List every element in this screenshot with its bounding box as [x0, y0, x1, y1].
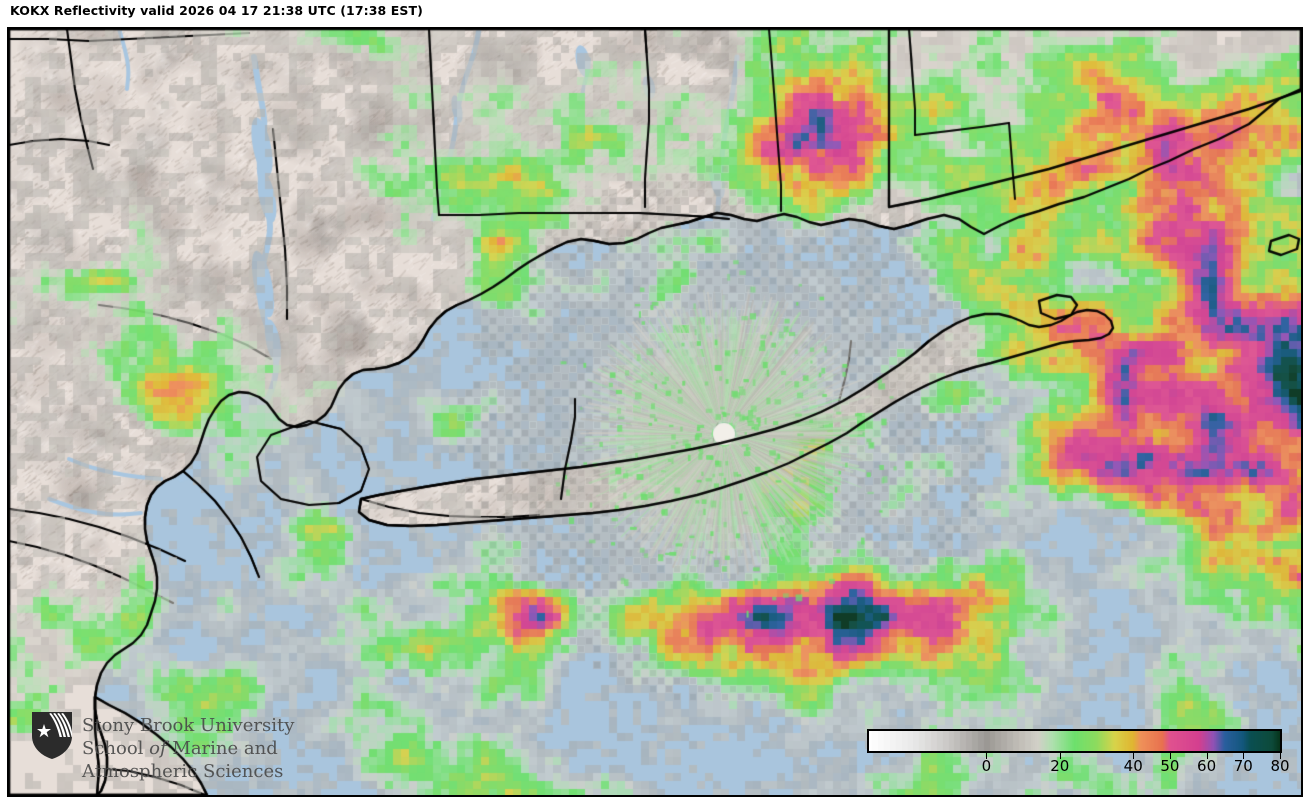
colorbar-tick: [986, 753, 988, 759]
colorbar-tick: [1243, 753, 1245, 759]
colorbar-tick-label: 70: [1233, 757, 1253, 775]
radar-map-canvas[interactable]: [9, 29, 1301, 795]
colorbar-tick-labels: 0 20 40 50 60 70 80: [867, 757, 1290, 779]
colorbar-tick-label: 20: [1050, 757, 1070, 775]
radar-map-frame: [7, 27, 1303, 797]
colorbar-tick-label: 60: [1197, 757, 1217, 775]
colorbar-tick-label: 0: [981, 757, 992, 775]
colorbar-tick: [1206, 753, 1208, 759]
colorbar-tick-label: 80: [1270, 757, 1290, 775]
colorbar-tick: [1169, 753, 1171, 759]
colorbar-strip: [867, 729, 1282, 753]
colorbar-tick-label: 50: [1160, 757, 1180, 775]
colorbar-gradient: [869, 731, 1280, 751]
colorbar-tick: [1133, 753, 1135, 759]
colorbar-tick: [1280, 753, 1281, 759]
page-title: KOKX Reflectivity valid 2026 04 17 21:38…: [10, 3, 423, 18]
reflectivity-colorbar: 0 20 40 50 60 70 80: [862, 724, 1292, 786]
colorbar-ticks: [867, 753, 1282, 759]
colorbar-tick-label: 40: [1123, 757, 1143, 775]
colorbar-tick: [1059, 753, 1061, 759]
